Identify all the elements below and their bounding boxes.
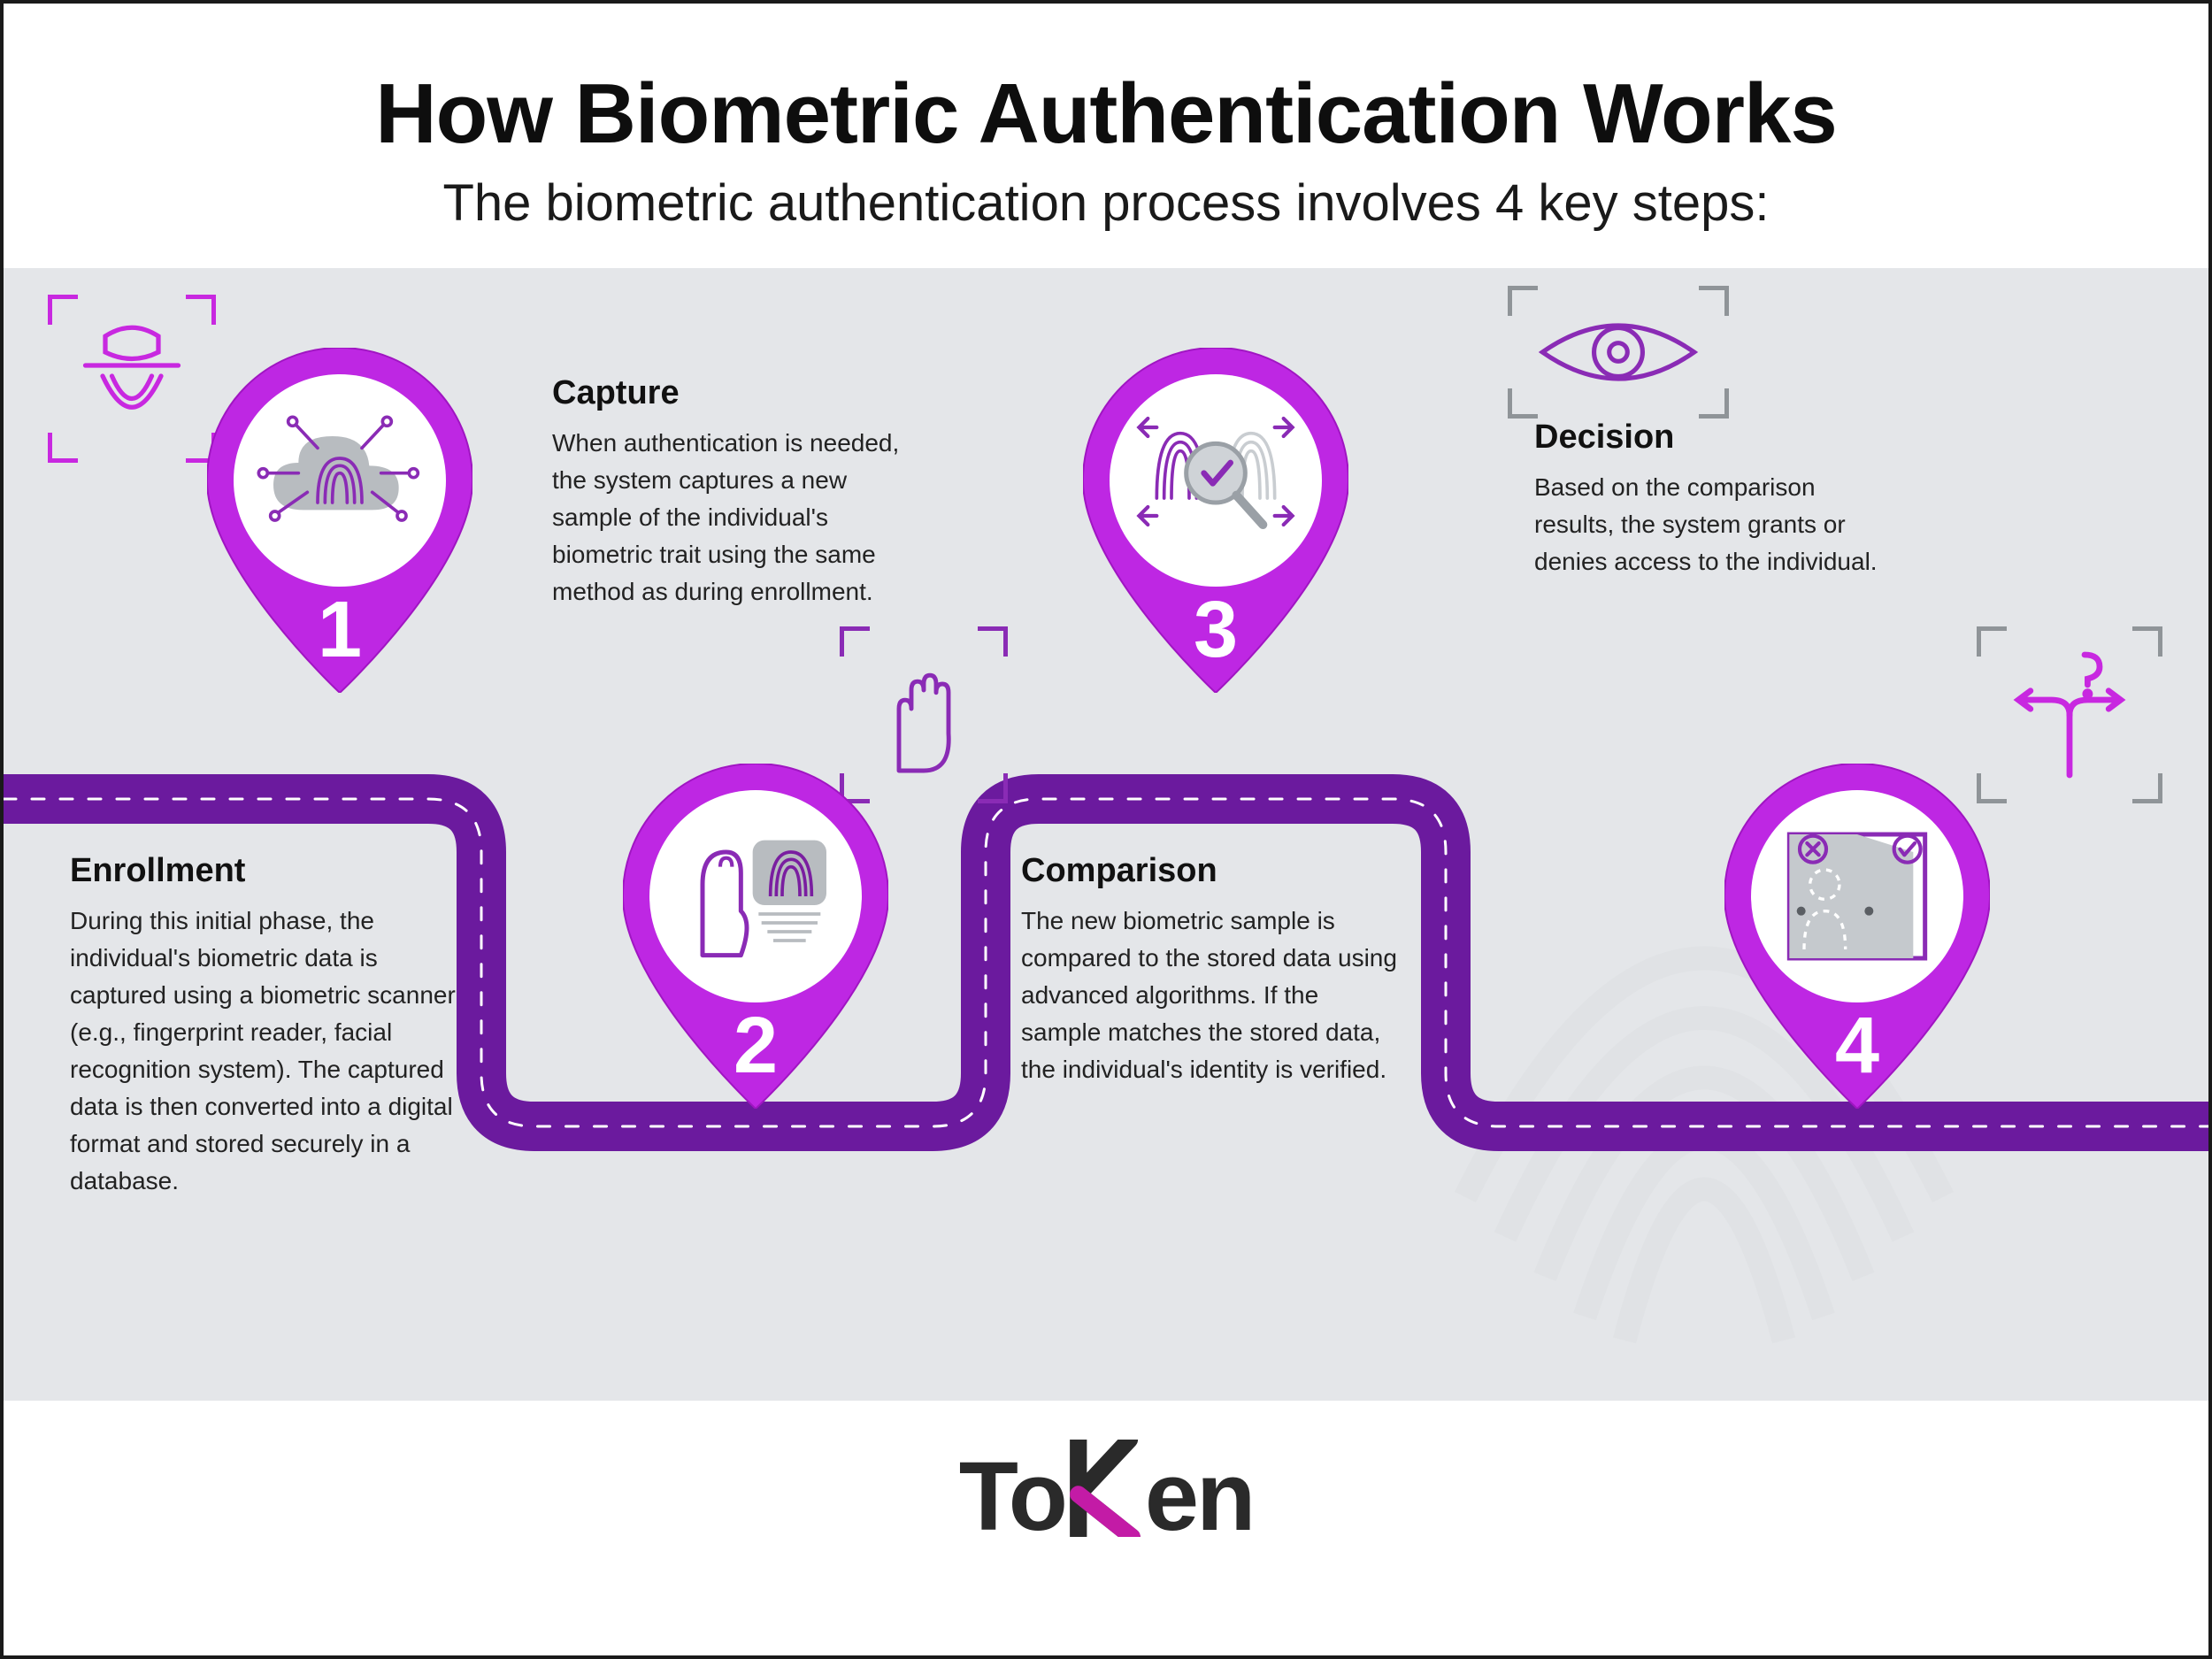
step-comparison-body: The new biometric sample is compared to … [1021, 902, 1402, 1088]
pin-2: 2 [623, 764, 888, 1109]
pin-1-circle [234, 374, 446, 587]
fingerprint-cloud-circuit-icon [251, 392, 428, 569]
pin-2-circle [649, 790, 862, 1002]
footer: Toen [4, 1401, 2208, 1556]
pin-4: 4 [1724, 764, 1990, 1109]
infographic-frame: How Biometric Authentication Works The b… [0, 0, 2212, 1659]
logo-k-icon [1065, 1440, 1145, 1560]
step-decision: Decision Based on the comparison results… [1534, 419, 1888, 580]
step-decision-body: Based on the comparison results, the sys… [1534, 469, 1888, 580]
pin-3-number: 3 [1083, 585, 1348, 676]
pin-1-number: 1 [207, 585, 472, 676]
pin-2-number: 2 [623, 1001, 888, 1092]
step-capture-heading: Capture [552, 374, 933, 412]
fingerprint-compare-magnify-icon [1127, 392, 1304, 569]
face-scan-icon [65, 308, 198, 449]
stage: 1 [4, 268, 2208, 1401]
token-logo: Toen [959, 1436, 1254, 1556]
pin-3: 3 [1083, 348, 1348, 693]
page-title: How Biometric Authentication Works [136, 65, 2076, 163]
pin-4-circle [1751, 790, 1963, 1002]
step-capture: Capture When authentication is needed, t… [552, 374, 933, 611]
header: How Biometric Authentication Works The b… [4, 4, 2208, 268]
pin-4-number: 4 [1724, 1001, 1990, 1092]
step-comparison: Comparison The new biometric sample is c… [1021, 852, 1402, 1088]
eye-icon [1525, 299, 1711, 405]
face-scan-decoration [48, 295, 216, 463]
step-capture-body: When authentication is needed, the syste… [552, 425, 933, 611]
step-enrollment-heading: Enrollment [70, 852, 477, 890]
pin-3-circle [1110, 374, 1322, 587]
eye-scan-decoration [1508, 286, 1729, 419]
access-decision-door-icon [1769, 808, 1946, 985]
logo-part-1: To [959, 1440, 1065, 1553]
step-enrollment: Enrollment During this initial phase, th… [70, 852, 477, 1200]
page-subtitle: The biometric authentication process inv… [136, 173, 2076, 233]
logo-part-3: en [1145, 1440, 1253, 1553]
step-decision-heading: Decision [1534, 419, 1888, 457]
step-enrollment-body: During this initial phase, the individua… [70, 902, 477, 1200]
finger-scan-icon [667, 808, 844, 985]
step-comparison-heading: Comparison [1021, 852, 1402, 890]
pin-1: 1 [207, 348, 472, 693]
